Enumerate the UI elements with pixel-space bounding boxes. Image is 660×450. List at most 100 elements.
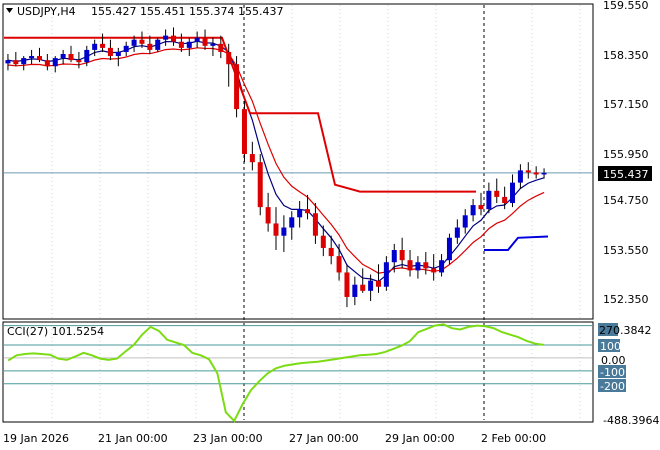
time-tick-label: 19 Jan 2026: [3, 432, 69, 445]
resistance-step-line: [4, 36, 476, 193]
bull-candle: [84, 49, 90, 63]
ohlc-values: 155.427 155.451 155.374 155.437: [91, 5, 283, 18]
time-tick-label: 29 Jan 00:00: [385, 432, 455, 445]
bull-candle: [470, 205, 476, 216]
fast-ma-line: [7, 40, 545, 283]
bear-candle: [13, 60, 19, 65]
slow-ma-line: [7, 47, 545, 274]
bear-candle: [533, 172, 539, 175]
overlay-layer: [4, 36, 549, 283]
bear-candle: [257, 162, 263, 208]
bull-candle: [210, 43, 216, 46]
cci-level-100: 100: [600, 340, 621, 353]
time-tick-label: 21 Jan 00:00: [98, 432, 168, 445]
price-tick-label: 157.150: [603, 98, 649, 111]
bear-candle: [478, 205, 484, 210]
bear-candle: [218, 43, 224, 52]
bull-candle: [92, 43, 98, 50]
bear-candle: [525, 170, 531, 173]
bull-candle: [289, 217, 295, 228]
symbol-label: USDJPY,H4: [17, 5, 76, 18]
bear-candle: [202, 37, 208, 46]
price-tick-label: 155.950: [603, 148, 649, 161]
cci-label: CCI(27) 101.5254: [7, 325, 104, 338]
bear-candle: [171, 35, 177, 42]
indicator-pane[interactable]: [2, 321, 594, 423]
candle-layer: [5, 27, 547, 308]
bull-candle: [462, 215, 468, 228]
price-pane[interactable]: [2, 3, 594, 320]
support-step-line: [484, 235, 549, 251]
bull-candle: [439, 260, 445, 273]
price-tick-label: 158.350: [603, 49, 649, 62]
time-tick-label: 2 Feb 00:00: [481, 432, 546, 445]
dropdown-triangle-icon[interactable]: [6, 8, 13, 13]
bear-candle: [273, 223, 279, 236]
bull-candle: [415, 262, 421, 271]
bull-candle: [155, 39, 161, 50]
bear-candle: [265, 207, 271, 224]
bear-candle: [76, 60, 82, 63]
cci-layer: [4, 323, 592, 423]
bull-candle: [517, 170, 523, 183]
price-tick-label: 153.550: [603, 244, 649, 257]
bull-candle: [541, 172, 547, 175]
bear-candle: [234, 64, 240, 110]
bull-candle: [186, 41, 192, 48]
cci-line: [7, 323, 544, 423]
price-axis: 159.550 158.350 157.150 155.950 154.750 …: [603, 0, 649, 306]
grid-layer: [4, 5, 592, 420]
bull-candle: [383, 262, 389, 287]
bear-candle: [68, 54, 74, 61]
bear-candle: [241, 109, 247, 155]
bear-candle: [44, 60, 50, 67]
cci-max-value: 270.3842: [599, 324, 652, 337]
price-tick-label: 152.350: [603, 293, 649, 306]
price-tick-label: 154.750: [603, 194, 649, 207]
bull-candle: [194, 37, 200, 42]
bull-candle: [29, 56, 35, 59]
bear-candle: [502, 196, 508, 204]
cci-level-minus200: -200: [600, 380, 625, 393]
bear-candle: [139, 39, 145, 44]
bull-candle: [52, 58, 58, 67]
bull-candle: [454, 227, 460, 238]
bull-candle: [297, 209, 303, 218]
bull-candle: [163, 35, 169, 40]
current-price-value: 155.437: [603, 168, 649, 181]
bull-candle: [131, 39, 137, 46]
time-axis: 19 Jan 2026 21 Jan 00:00 23 Jan 00:00 27…: [3, 432, 546, 445]
bear-candle: [423, 262, 429, 269]
cci-min-value: -488.3964: [603, 414, 659, 427]
bear-candle: [312, 213, 318, 236]
bull-candle: [281, 227, 287, 236]
time-tick-label: 27 Jan 00:00: [289, 432, 359, 445]
cci-max-tag: [598, 323, 618, 336]
cci-level-minus100: -100: [600, 366, 625, 379]
bear-candle: [320, 235, 326, 248]
bull-candle: [391, 250, 397, 263]
bear-candle: [107, 47, 113, 57]
current-price-tag: [598, 166, 652, 181]
bear-candle: [494, 190, 500, 197]
bear-candle: [407, 260, 413, 271]
bear-candle: [399, 250, 405, 261]
bull-candle: [5, 60, 11, 64]
bull-candle: [352, 284, 358, 297]
bear-candle: [36, 56, 42, 61]
price-tick-label: 159.550: [603, 0, 649, 12]
bear-candle: [344, 272, 350, 297]
bear-candle: [226, 51, 232, 65]
bull-candle: [446, 237, 452, 261]
time-tick-label: 23 Jan 00:00: [193, 432, 263, 445]
bear-candle: [431, 268, 437, 273]
cci-level-minus200-tag: [598, 379, 626, 392]
cci-level-100-tag: [598, 339, 620, 352]
bear-candle: [100, 43, 106, 48]
bull-candle: [123, 45, 129, 52]
bear-candle: [178, 41, 184, 48]
bear-candle: [249, 154, 255, 163]
bear-candle: [336, 256, 342, 273]
cci-level-minus100-tag: [598, 365, 626, 378]
